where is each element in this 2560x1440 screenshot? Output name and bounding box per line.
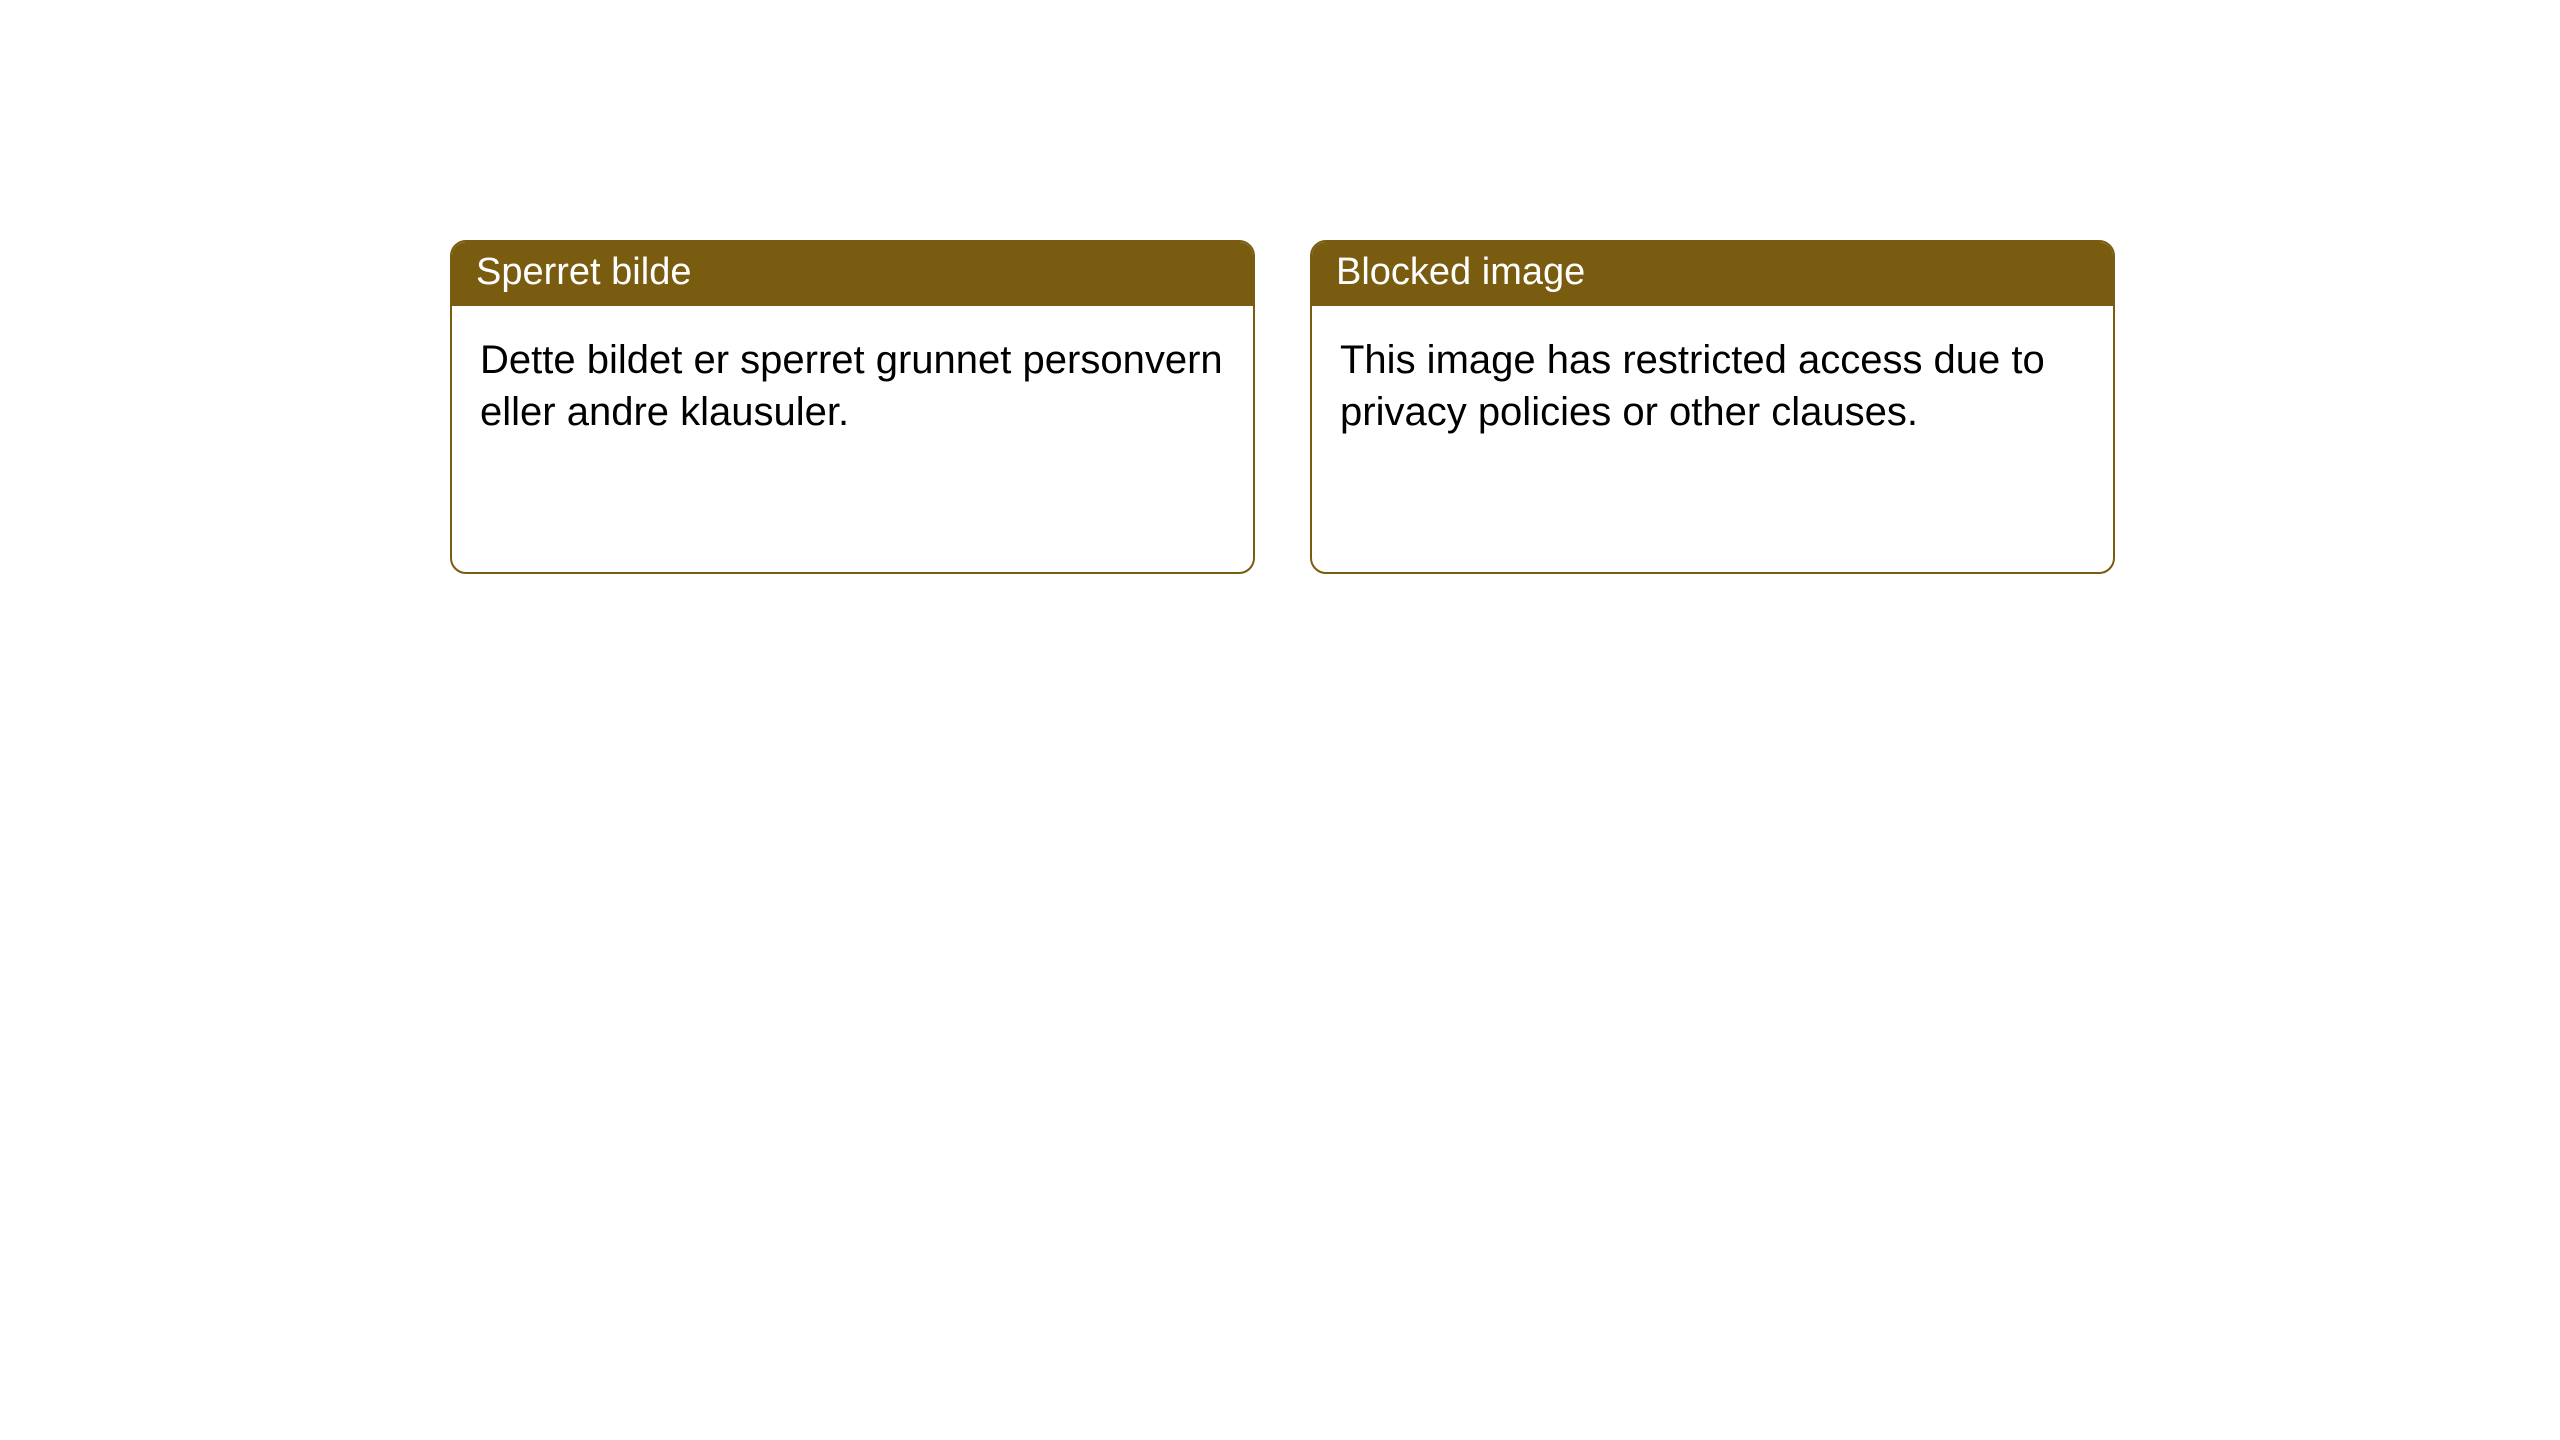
notice-card-english: Blocked image This image has restricted … xyxy=(1310,240,2115,574)
notice-card-norwegian: Sperret bilde Dette bildet er sperret gr… xyxy=(450,240,1255,574)
notice-body-norwegian: Dette bildet er sperret grunnet personve… xyxy=(452,306,1253,466)
notice-body-english: This image has restricted access due to … xyxy=(1312,306,2113,466)
notice-container: Sperret bilde Dette bildet er sperret gr… xyxy=(450,240,2115,574)
notice-title-norwegian: Sperret bilde xyxy=(452,242,1253,306)
notice-title-english: Blocked image xyxy=(1312,242,2113,306)
